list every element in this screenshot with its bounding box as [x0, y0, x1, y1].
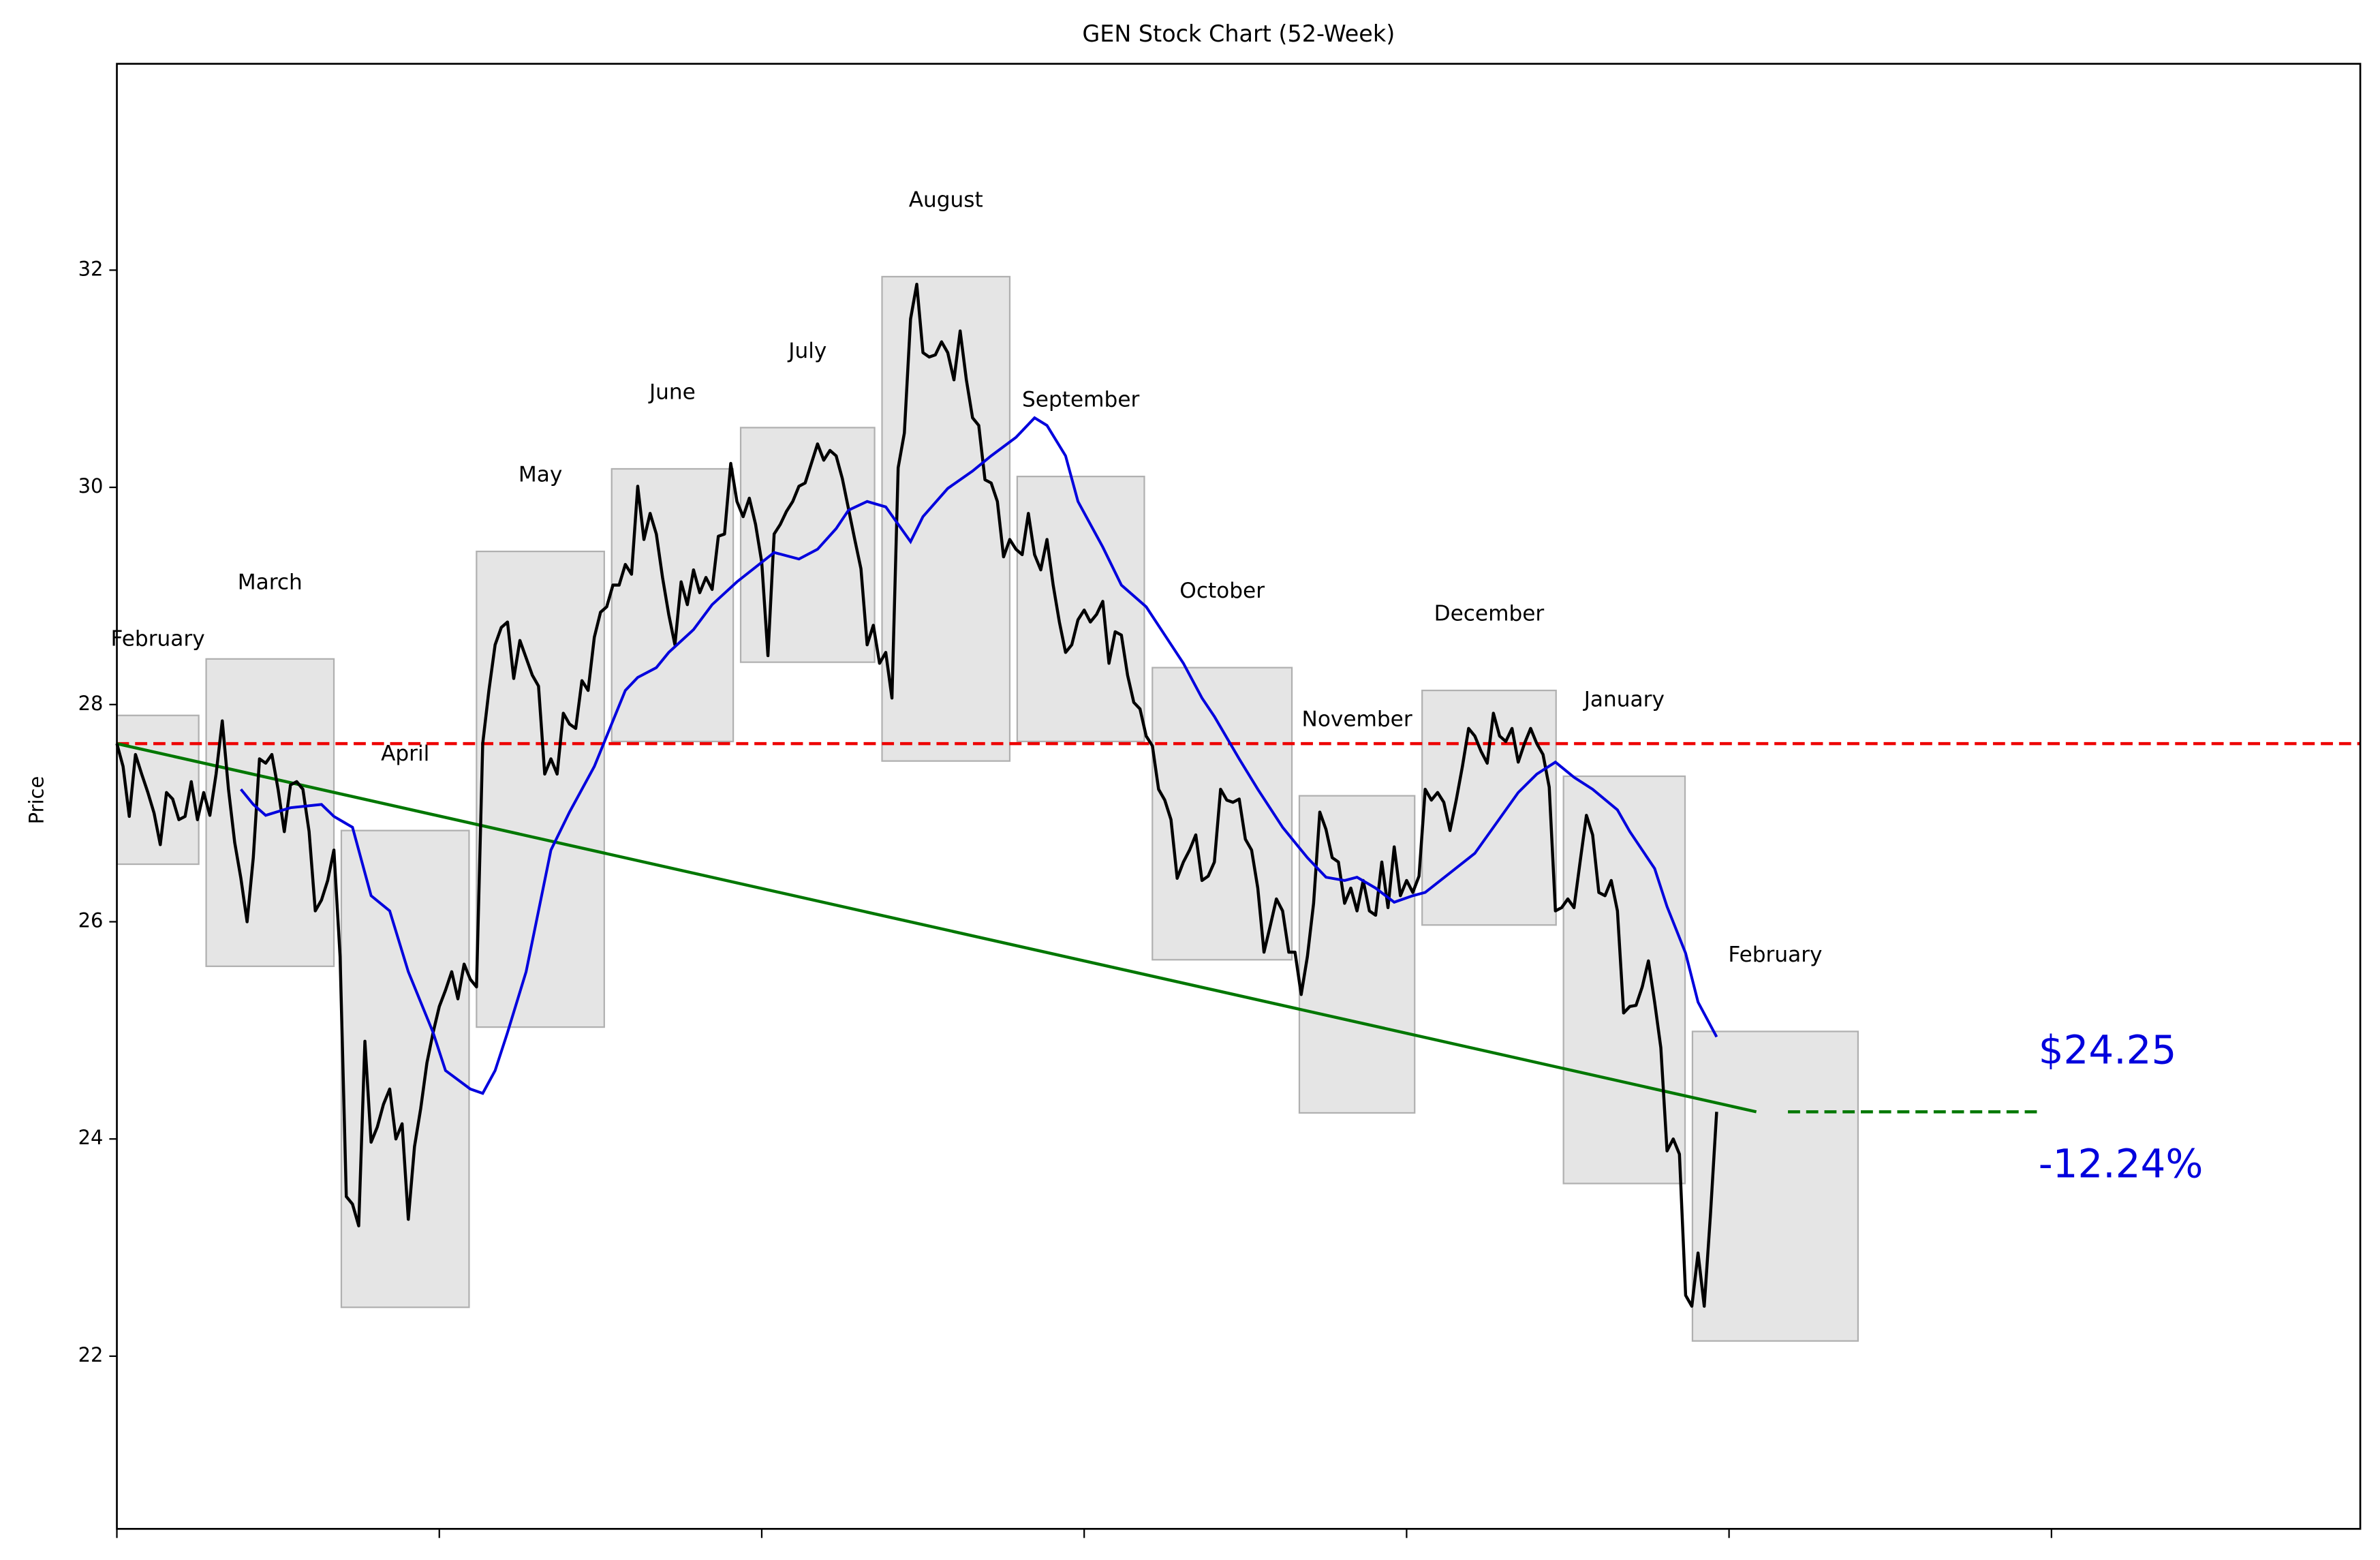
month-label: March — [238, 570, 303, 594]
month-box — [611, 468, 735, 743]
month-label: September — [1022, 388, 1139, 412]
month-box — [1152, 667, 1293, 961]
month-box — [1016, 476, 1145, 743]
y-tick-label: 28 — [78, 692, 104, 715]
price-line — [115, 282, 1718, 1308]
month-label: October — [1179, 579, 1265, 603]
month-label: June — [648, 380, 696, 405]
month-box — [476, 550, 605, 1028]
month-label: February — [1728, 943, 1822, 967]
y-tick-label: 26 — [78, 909, 104, 932]
month-label: May — [519, 463, 562, 487]
y-tick-label: 24 — [78, 1126, 104, 1149]
month-box — [340, 829, 470, 1309]
annotation: -12.24% — [2039, 1141, 2204, 1187]
month-label: February — [111, 626, 205, 651]
moving-average-line — [239, 416, 1718, 1095]
month-label: August — [909, 188, 983, 213]
month-box — [1691, 1030, 1859, 1342]
y-tick-label: 32 — [78, 257, 104, 280]
trend-line — [117, 741, 1757, 1114]
annotation: $24.25 — [2039, 1027, 2177, 1073]
month-box — [1421, 689, 1557, 926]
month-label: November — [1302, 707, 1412, 731]
plot-frame — [116, 63, 2362, 1530]
chart-title: GEN Stock Chart (52-Week) — [1082, 20, 1395, 47]
month-label: December — [1434, 602, 1545, 626]
month-label: January — [1583, 688, 1665, 712]
month-box — [739, 427, 876, 663]
y-tick-label: 30 — [78, 474, 104, 498]
month-label: April — [381, 741, 429, 766]
month-box — [881, 275, 1011, 762]
y-tick-label: 22 — [78, 1343, 104, 1366]
y-axis-label: Price — [25, 776, 48, 825]
month-box — [116, 714, 200, 866]
month-label: July — [787, 339, 826, 363]
